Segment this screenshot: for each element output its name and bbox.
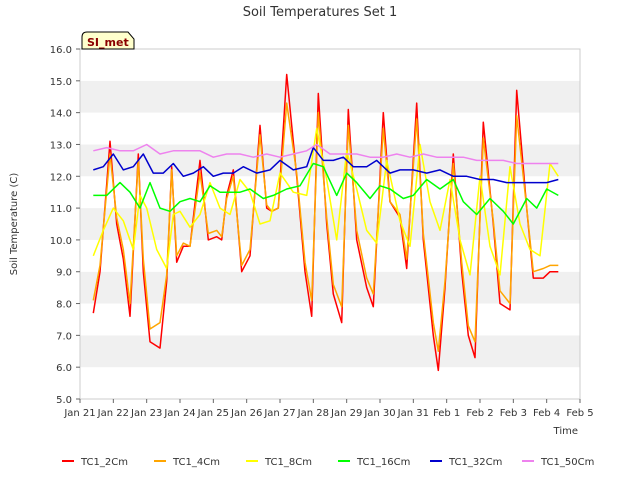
legend-label: TC1_4Cm	[172, 457, 220, 468]
x-tick-label: Jan 26	[230, 408, 262, 419]
legend-label: TC1_8Cm	[264, 457, 312, 468]
y-axis-label: Soil Temperature (C)	[9, 173, 20, 276]
legend-item: TC1_8Cm	[246, 457, 312, 468]
legend-label: TC1_16Cm	[356, 457, 410, 468]
y-tick-label: 15.0	[50, 77, 72, 88]
y-tick-label: 11.0	[50, 204, 72, 215]
site-badge-box	[81, 31, 135, 50]
y-tick-label: 7.0	[56, 331, 72, 342]
x-tick-label: Jan 25	[197, 408, 229, 419]
grid-band	[80, 367, 580, 399]
x-axis-label: Time	[553, 426, 578, 437]
x-tick-label: Feb 1	[433, 408, 460, 419]
legend-label: TC1_32Cm	[448, 457, 502, 468]
grid-band	[80, 208, 580, 240]
series-line-tc1-50cm	[93, 143, 559, 165]
series-line-tc1-16cm	[93, 162, 559, 225]
x-tick-label: Jan 28	[297, 408, 329, 419]
legend-item: TC1_32Cm	[430, 457, 502, 468]
legend-item: TC1_4Cm	[154, 457, 220, 468]
site-badge: SI_met	[81, 31, 135, 50]
x-tick-label: Jan 31	[397, 408, 429, 419]
y-tick-label: 13.0	[50, 140, 72, 151]
grid-band	[80, 80, 580, 113]
legend: TC1_2Cm TC1_4Cm TC1_8Cm TC1_16Cm TC1_32Cm TC1…	[62, 457, 594, 468]
y-tick-label: 14.0	[50, 109, 72, 120]
legend-label: TC1_50Cm	[540, 457, 594, 468]
x-tick-label: Jan 23	[130, 408, 162, 419]
chart-title: Soil Temperatures Set 1	[243, 5, 398, 20]
y-tick-label: 8.0	[56, 300, 72, 311]
y-tick-label: 5.0	[56, 395, 72, 406]
x-axis: Jan 21 Jan 22 Jan 23 Jan 24 Jan 25 Jan 26 Jan …	[63, 399, 594, 419]
series-lines	[92, 73, 559, 372]
x-tick-label: Jan 22	[97, 408, 129, 419]
x-tick-label: Feb 3	[500, 408, 527, 419]
plot-frame	[79, 48, 581, 400]
x-tick-label: Jan 24	[163, 408, 195, 419]
legend-label: TC1_2Cm	[80, 457, 128, 468]
legend-item: TC1_16Cm	[338, 457, 410, 468]
site-badge-label: SI_met	[87, 36, 129, 49]
grid-band	[80, 303, 580, 336]
grid-band	[80, 112, 580, 145]
x-tick-label: Jan 29	[330, 408, 362, 419]
x-tick-label: Feb 5	[566, 408, 593, 419]
legend-item: TC1_2Cm	[62, 457, 128, 468]
x-tick-label: Jan 27	[263, 408, 295, 419]
y-tick-label: 12.0	[50, 172, 72, 183]
x-tick-label: Feb 2	[466, 408, 493, 419]
x-tick-label: Feb 4	[533, 408, 560, 419]
y-tick-label: 10.0	[50, 236, 72, 247]
series-line-tc1-32cm	[93, 146, 559, 184]
y-tick-label: 9.0	[56, 268, 72, 279]
y-tick-label: 16.0	[50, 45, 72, 56]
y-axis: 5.0 6.0 7.0 8.0 9.0 10.0 11.0 12.0 13.0 14.0 15.0 1…	[50, 45, 80, 406]
grid-band	[80, 49, 580, 81]
legend-item: TC1_50Cm	[522, 457, 594, 468]
grid-band	[80, 271, 580, 304]
series-line-tc1-8cm	[92, 127, 559, 276]
x-tick-label: Jan 30	[363, 408, 395, 419]
grid-band	[80, 335, 580, 368]
y-tick-label: 6.0	[56, 363, 72, 374]
x-tick-label: Jan 21	[63, 408, 95, 419]
